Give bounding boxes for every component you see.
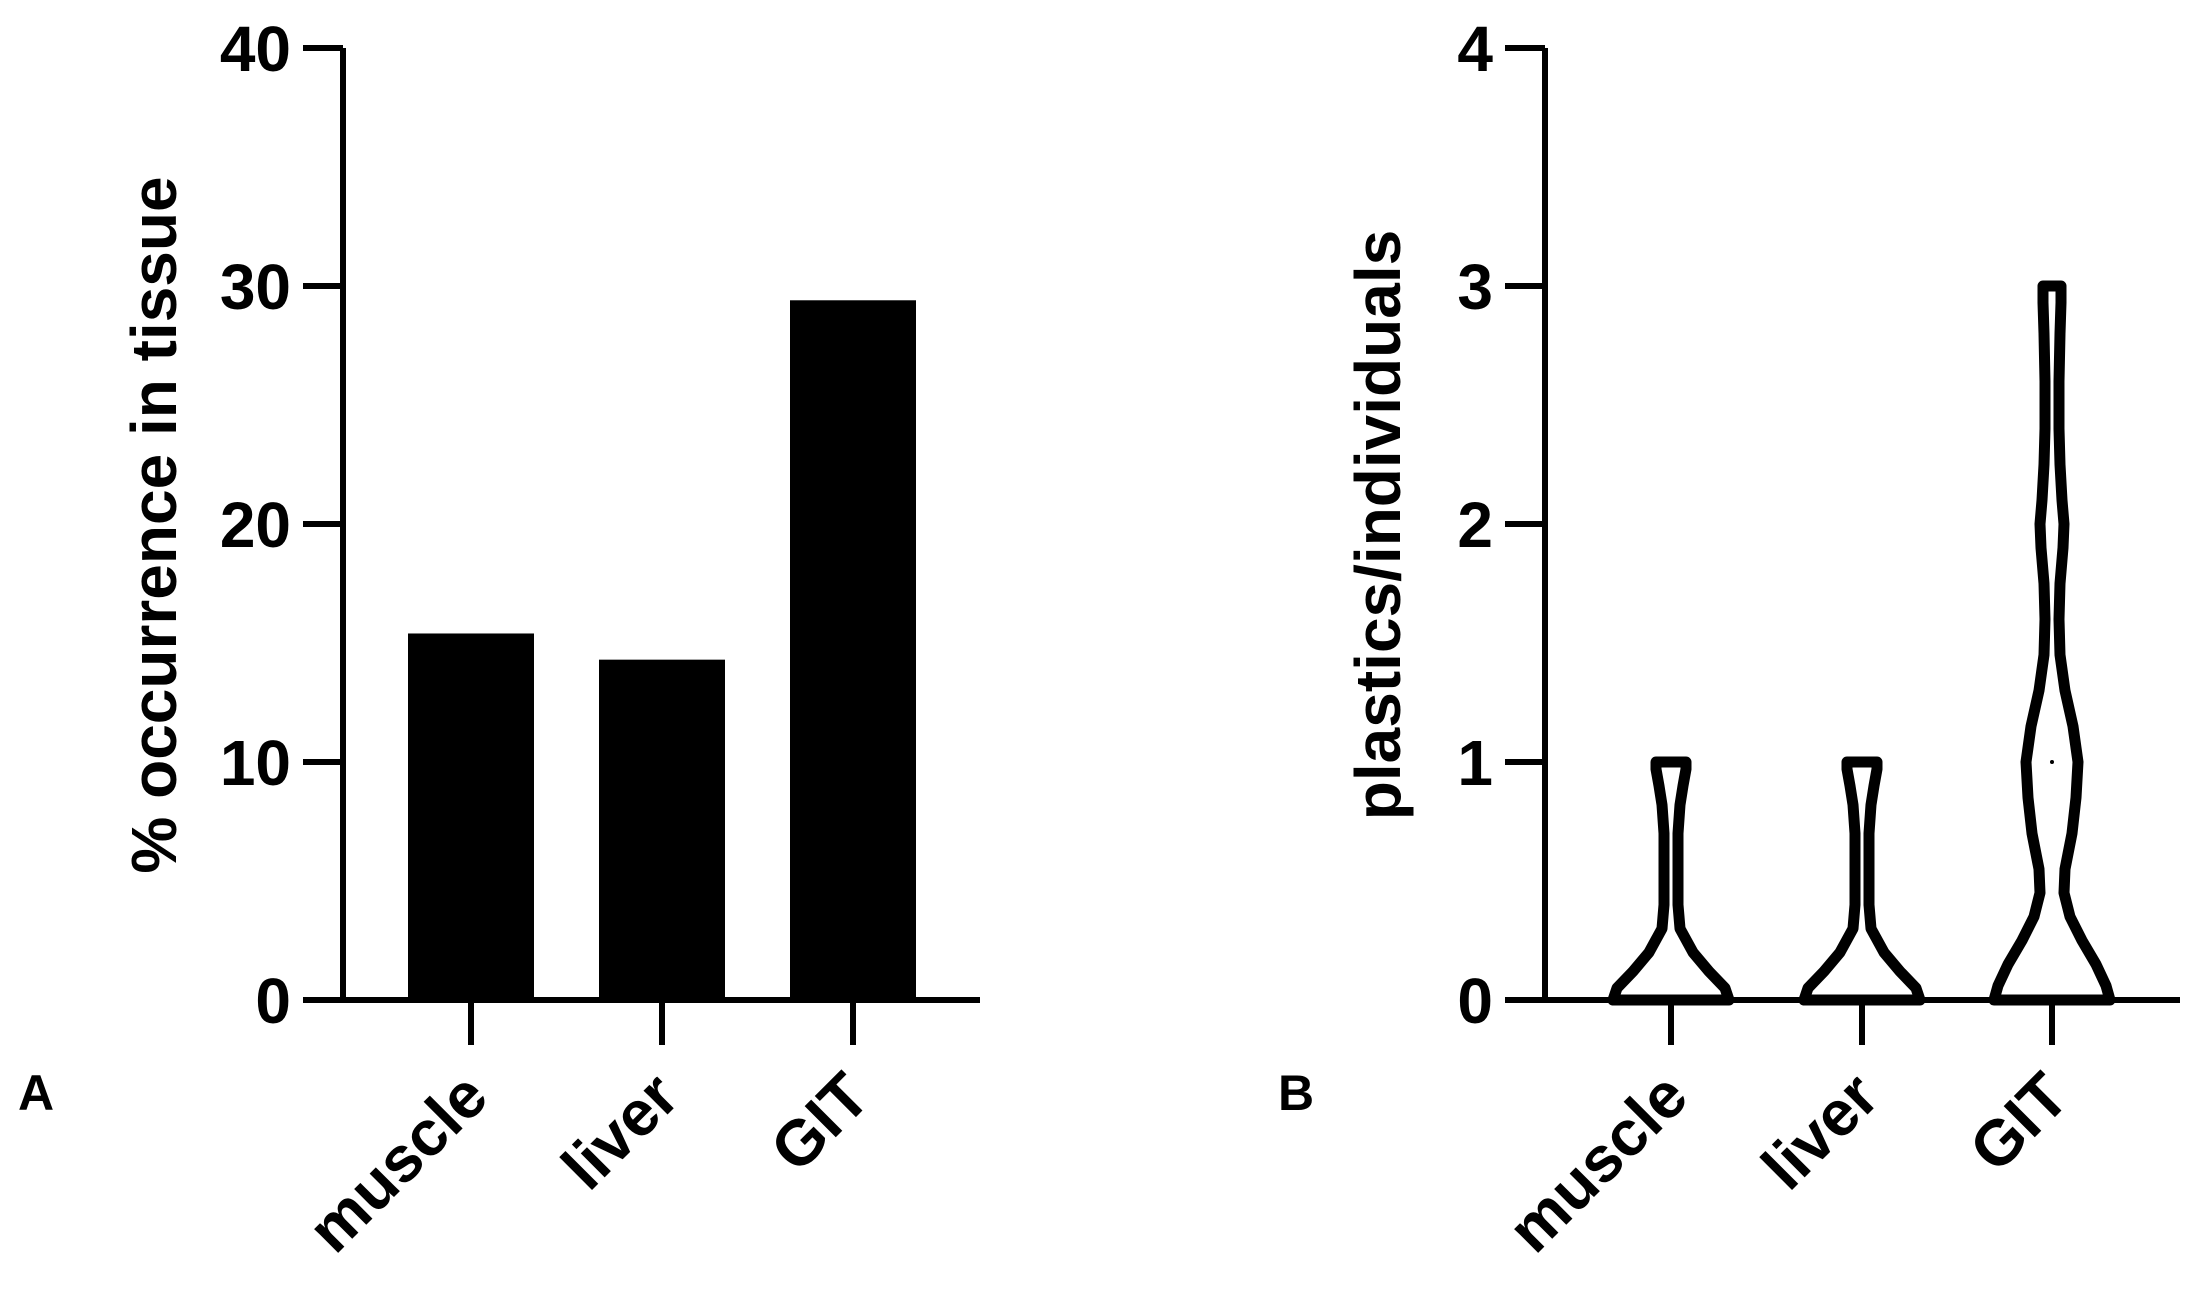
y-tick-label: 2 <box>1457 489 1493 561</box>
y-tick-label: 20 <box>220 489 291 561</box>
violin-muscle <box>1607 756 1735 1006</box>
x-tick-label-liver: liver <box>1748 1059 1892 1203</box>
violin-liver <box>1798 756 1926 1006</box>
panel-b: plastics/individuals 0 1 2 3 4 muscle liver GI… <box>1278 13 2180 1266</box>
panel-a-bars <box>408 300 916 1000</box>
panel-a-y-ticks: 0 10 20 30 40 <box>220 13 343 1037</box>
x-tick-label-GIT: GIT <box>757 1059 883 1185</box>
y-tick-label: 1 <box>1457 727 1493 799</box>
y-tick-label: 4 <box>1457 13 1493 85</box>
panel-a-label: A <box>18 1065 54 1121</box>
panel-b-y-ticks: 0 1 2 3 4 <box>1457 13 1545 1037</box>
y-tick-label: 30 <box>220 251 291 323</box>
y-tick-label: 40 <box>220 13 291 85</box>
y-tick-label: 10 <box>220 727 291 799</box>
bar-GIT <box>790 300 916 1000</box>
panel-a-axes <box>340 48 980 1003</box>
median-marker-GIT <box>2050 760 2054 764</box>
x-tick-label-muscle: muscle <box>294 1059 501 1266</box>
x-tick-label-muscle: muscle <box>1494 1059 1701 1266</box>
x-tick-label-liver: liver <box>548 1059 692 1203</box>
panel-a: % occurrence in tissue 0 10 20 30 40 muscle l… <box>18 13 980 1266</box>
y-tick-label: 0 <box>1457 965 1493 1037</box>
bar-muscle <box>408 633 534 1000</box>
panel-b-axes <box>1542 48 2180 1003</box>
panel-b-label: B <box>1278 1065 1314 1121</box>
panel-a-x-ticks: muscle liver GIT <box>294 1000 883 1266</box>
bar-liver <box>599 659 725 1000</box>
violin-GIT <box>1988 280 2116 1006</box>
panel-b-y-axis-label: plastics/individuals <box>1342 230 1414 820</box>
panel-b-violins <box>1607 280 2116 1006</box>
y-tick-label: 0 <box>255 965 291 1037</box>
y-tick-label: 3 <box>1457 251 1493 323</box>
panel-a-y-axis-label: % occurrence in tissue <box>118 176 190 873</box>
panel-b-x-ticks: muscle liver GIT <box>1494 1000 2082 1266</box>
x-tick-label-GIT: GIT <box>1956 1059 2082 1185</box>
